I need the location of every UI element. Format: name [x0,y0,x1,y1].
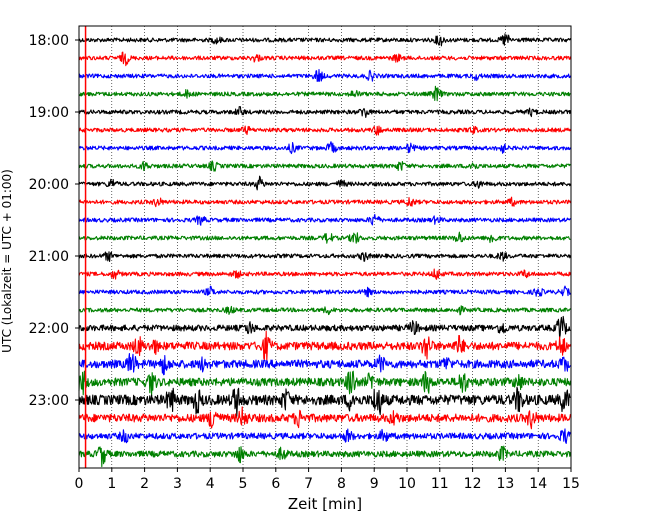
y-tick-label: 18:00 [29,33,69,49]
seismic-trace-2245 [78,370,571,397]
seismic-trace-2315 [78,406,571,430]
x-axis-label: Zeit [min] [288,495,362,513]
seismic-trace-2030 [78,213,571,226]
x-tick-label: 11 [431,476,449,492]
seismic-trace-1830 [78,69,571,83]
seismic-trace-1930 [78,141,571,155]
x-tick-label: 6 [271,476,280,492]
x-tick-label: 12 [464,476,482,492]
x-tick-label: 1 [107,476,116,492]
x-tick-label: 5 [239,476,248,492]
seismic-trace-2100 [78,251,571,262]
y-tick-label: 22:00 [29,321,69,337]
seismic-trace-2230 [78,352,571,376]
seismic-trace-1845 [78,85,571,102]
x-tick-label: 10 [398,476,416,492]
y-tick-label: 19:00 [29,105,69,121]
y-axis-label: UTC (Lokalzeit = UTC + 01:00) [0,169,14,353]
seismic-trace-1915 [78,125,571,136]
x-tick-label: 7 [304,476,313,492]
y-tick-label: 20:00 [29,177,69,193]
x-tick-label: 0 [75,476,84,492]
x-tick-label: 8 [337,476,346,492]
seismic-trace-1800 [78,33,571,47]
y-tick-label: 23:00 [29,393,69,409]
plot-frame [78,25,572,469]
seismic-trace-2115 [78,268,571,280]
seismic-trace-2045 [78,231,571,244]
seismic-trace-2300 [78,386,571,417]
seismic-trace-1900 [78,106,571,118]
seismic-trace-2000 [78,175,571,191]
seismic-trace-1945 [78,160,571,172]
x-tick-label: 13 [496,476,514,492]
x-tick-label: 4 [206,476,215,492]
seismic-trace-2330 [78,428,571,444]
seismic-trace-2200 [78,315,571,339]
y-tick-label: 21:00 [29,249,69,265]
x-tick-label: 15 [562,476,580,492]
x-axis-ticks: 0 1 2 3 4 5 6 7 8 9 10 11 12 13 14 15 [75,468,580,492]
seismic-trace-2345 [78,445,571,468]
seismic-trace-2145 [78,305,571,316]
seismic-trace-2015 [78,196,571,208]
y-axis-ticks: 18:00 19:00 20:00 21:00 22:00 23:00 [29,33,79,409]
seismic-trace-2130 [78,285,571,298]
seismic-trace-1815 [78,51,571,67]
x-tick-label: 9 [370,476,379,492]
x-tick-label: 3 [173,476,182,492]
seismic-trace-2215 [78,330,571,362]
x-tick-label: 14 [529,476,547,492]
x-tick-label: 2 [140,476,149,492]
seismic-traces [78,33,571,468]
